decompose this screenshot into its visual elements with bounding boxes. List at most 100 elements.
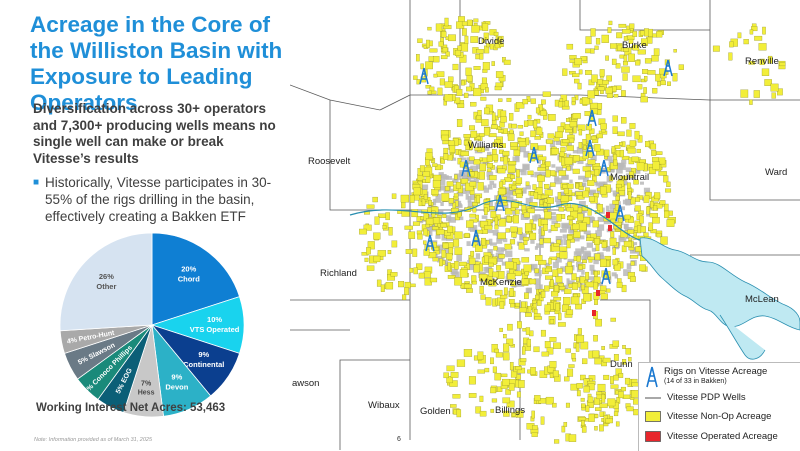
non-op-tract (447, 262, 451, 271)
non-op-tract (380, 284, 385, 292)
non-op-tract (617, 131, 625, 137)
non-op-tract (473, 264, 480, 273)
pdp-well (467, 196, 472, 203)
pdp-well (548, 229, 552, 233)
non-op-tract (429, 48, 438, 53)
non-op-tract (413, 187, 421, 196)
non-op-tract (578, 142, 583, 149)
non-op-tract (601, 34, 609, 43)
non-op-tract (653, 48, 660, 56)
non-op-tract (753, 90, 760, 98)
lake-sakakawea (349, 199, 800, 360)
rig-icon (599, 159, 609, 177)
non-op-tract (423, 228, 428, 236)
non-op-tract (508, 383, 515, 391)
non-op-tract (552, 370, 559, 378)
non-op-tract (516, 391, 521, 398)
pdp-well (460, 157, 467, 161)
legend-rigs-label: Rigs on Vitesse Acreage (664, 366, 768, 377)
non-op-tract (614, 204, 619, 211)
non-op-tract (490, 408, 495, 413)
non-op-tract (621, 90, 626, 97)
pdp-well (618, 235, 625, 241)
pdp-well (622, 199, 628, 205)
non-op-tract (587, 159, 596, 165)
non-op-tract (574, 58, 582, 66)
pdp-well (476, 164, 481, 170)
pdp-well (473, 177, 479, 183)
rig-icon (471, 229, 481, 247)
non-op-tract (548, 114, 556, 121)
non-op-tract (502, 150, 510, 156)
non-op-tract (534, 395, 541, 401)
non-op-tract (581, 286, 589, 294)
non-op-tract (530, 367, 536, 375)
pdp-well (535, 284, 543, 290)
non-op-tract (557, 126, 564, 133)
non-op-tract (559, 151, 565, 157)
non-op-tract (538, 181, 543, 188)
pdp-well (621, 159, 627, 165)
non-op-tract (779, 62, 786, 67)
non-op-tract (485, 297, 492, 306)
non-op-tract (495, 352, 503, 358)
non-op-tract (613, 411, 619, 417)
non-op-tract (655, 73, 661, 82)
non-op-tract (601, 241, 607, 248)
non-op-tract (385, 212, 390, 221)
non-op-tract (482, 62, 490, 71)
non-op-tract (541, 351, 550, 357)
non-op-tract (460, 178, 469, 184)
non-op-tract (433, 174, 442, 181)
non-op-tract (749, 29, 754, 35)
non-op-tract (515, 189, 522, 194)
non-op-tract (475, 136, 481, 140)
non-op-tract (643, 87, 647, 94)
pdp-well (421, 184, 429, 190)
non-op-tract (511, 412, 516, 417)
non-op-tract (372, 196, 378, 203)
pdp-well (525, 287, 532, 294)
pdp-well (590, 269, 596, 275)
pdp-well (583, 230, 591, 235)
non-op-tract (646, 206, 650, 215)
non-op-tract (567, 215, 574, 221)
non-op-tract (500, 110, 507, 118)
non-op-tract (505, 228, 510, 233)
non-op-tract (582, 358, 588, 365)
pdp-well (534, 278, 541, 285)
non-op-tract (637, 225, 642, 234)
pdp-well (560, 266, 567, 272)
pdp-well (507, 276, 512, 283)
non-op-tract (454, 174, 458, 180)
non-op-tract (509, 299, 515, 304)
pdp-well (446, 215, 452, 222)
pdp-well (475, 253, 481, 260)
non-op-tract (545, 161, 551, 167)
pie-slice-chord (151, 232, 241, 326)
non-op-tract (486, 163, 493, 169)
non-op-tract (541, 99, 546, 105)
rig-icon (495, 194, 505, 212)
non-op-tract (771, 92, 776, 99)
non-op-tract (463, 349, 473, 357)
non-op-tract (495, 71, 504, 78)
non-op-tract (525, 327, 531, 335)
pdp-well (611, 272, 617, 277)
non-op-tract (636, 148, 641, 153)
non-op-tract (366, 247, 371, 255)
non-op-tract (441, 134, 449, 141)
non-op-tract (525, 181, 530, 186)
pdp-well (522, 163, 530, 170)
non-op-tract (446, 181, 454, 187)
non-op-tract (578, 186, 584, 191)
non-op-tract (540, 194, 549, 199)
non-op-tract (490, 211, 497, 218)
non-op-tract (427, 207, 432, 213)
non-op-tract (629, 140, 636, 147)
non-op-tract (513, 149, 521, 157)
non-op-tract (416, 263, 423, 270)
non-op-tract (604, 149, 610, 157)
non-op-tract (607, 27, 612, 34)
non-op-tract (484, 255, 489, 263)
